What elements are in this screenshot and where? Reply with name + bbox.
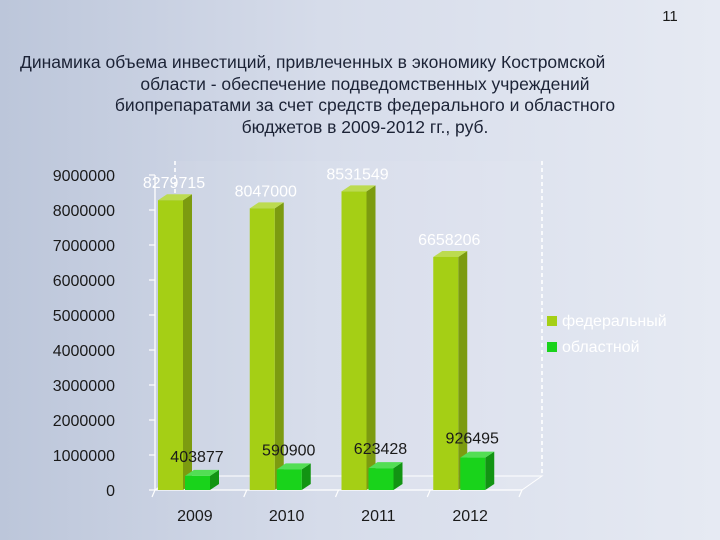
bar-federal-top bbox=[249, 202, 284, 209]
legend-swatch bbox=[547, 342, 557, 352]
legend-label: областной bbox=[562, 339, 640, 356]
y-tick-label: 9000000 bbox=[53, 168, 115, 185]
x-tick-mark bbox=[518, 489, 523, 498]
y-tick-label: 0 bbox=[106, 483, 115, 500]
x-tick-label: 2009 bbox=[177, 508, 213, 525]
bar-federal-side bbox=[274, 202, 284, 491]
slide-number: 11 bbox=[662, 8, 678, 25]
legend-label: федеральный bbox=[562, 313, 667, 330]
title-line-1: Динамика объема инвестиций, привлеченных… bbox=[20, 52, 606, 72]
bar-federal-top bbox=[158, 194, 192, 201]
bar-regional-top bbox=[460, 451, 495, 458]
title-line-4: бюджетов в 2009-2012 гг., руб. bbox=[241, 116, 489, 137]
y-tick-label: 1000000 bbox=[53, 448, 115, 465]
chart-title: Динамика объема инвестиций, привлеченных… bbox=[20, 52, 710, 138]
x-tick-label: 2012 bbox=[452, 508, 488, 525]
x-tick-label: 2011 bbox=[361, 508, 396, 525]
data-label-federal: 8279715 bbox=[143, 175, 205, 192]
x-tick-label: 2010 bbox=[269, 508, 305, 525]
bar-federal-top bbox=[433, 250, 468, 257]
y-tick-label: 4000000 bbox=[53, 343, 115, 360]
bar-regional-top bbox=[185, 469, 219, 476]
title-line-3: биопрепаратами за счет средств федеральн… bbox=[114, 95, 616, 115]
data-label-federal: 6658206 bbox=[418, 232, 480, 249]
bar-federal-side bbox=[458, 250, 468, 490]
x-axis-ticks: 2009 2010 2011 2012 bbox=[177, 508, 488, 525]
x-tick-mark bbox=[426, 489, 431, 498]
y-tick-label: 3000000 bbox=[53, 378, 115, 395]
data-label-regional: 926495 bbox=[446, 431, 499, 448]
y-tick-label: 6000000 bbox=[53, 273, 115, 290]
y-tick-label: 8000000 bbox=[53, 203, 115, 220]
bar-federal bbox=[249, 208, 275, 491]
bar-regional bbox=[460, 457, 486, 490]
bar-regional bbox=[276, 469, 302, 490]
x-tick-mark bbox=[151, 489, 156, 498]
y-tick-label: 7000000 bbox=[53, 238, 115, 255]
x-tick-mark bbox=[334, 489, 340, 498]
bar-federal bbox=[433, 256, 459, 490]
y-axis-ticks: 0 1000000 2000000 3000000 4000000 5000000 6000… bbox=[53, 168, 155, 500]
data-label-federal: 8047000 bbox=[235, 183, 297, 200]
bar-federal-side bbox=[183, 194, 192, 491]
bar-regional bbox=[368, 468, 394, 490]
legend-swatch bbox=[547, 316, 557, 326]
bar-regional-side bbox=[485, 451, 495, 490]
bar-regional bbox=[185, 475, 210, 490]
bar-regional-side bbox=[210, 469, 219, 490]
bar-regional-side bbox=[301, 463, 311, 490]
bar-federal-side bbox=[366, 185, 376, 490]
chart-legend: федеральный областной bbox=[547, 313, 667, 356]
data-label-regional: 403877 bbox=[170, 449, 223, 466]
y-tick-label: 2000000 bbox=[53, 413, 115, 430]
data-label-federal: 8531549 bbox=[326, 166, 388, 183]
bar-regional-top bbox=[368, 462, 403, 469]
bar-regional-side bbox=[393, 462, 403, 490]
y-tick-label: 5000000 bbox=[53, 308, 115, 325]
bar-federal bbox=[158, 200, 183, 491]
data-labels: 8279715 403877 8047000 590900 8531549 623428 6… bbox=[143, 166, 499, 465]
title-line-2: области - обеспечение подведомственных у… bbox=[140, 73, 590, 94]
bar-federal-top bbox=[341, 185, 376, 192]
chart-bars bbox=[158, 185, 495, 491]
bar-federal bbox=[341, 191, 367, 490]
data-label-regional: 590900 bbox=[262, 442, 315, 459]
x-tick-mark bbox=[243, 489, 248, 498]
data-label-regional: 623428 bbox=[354, 441, 407, 458]
bar-regional-top bbox=[276, 463, 311, 470]
